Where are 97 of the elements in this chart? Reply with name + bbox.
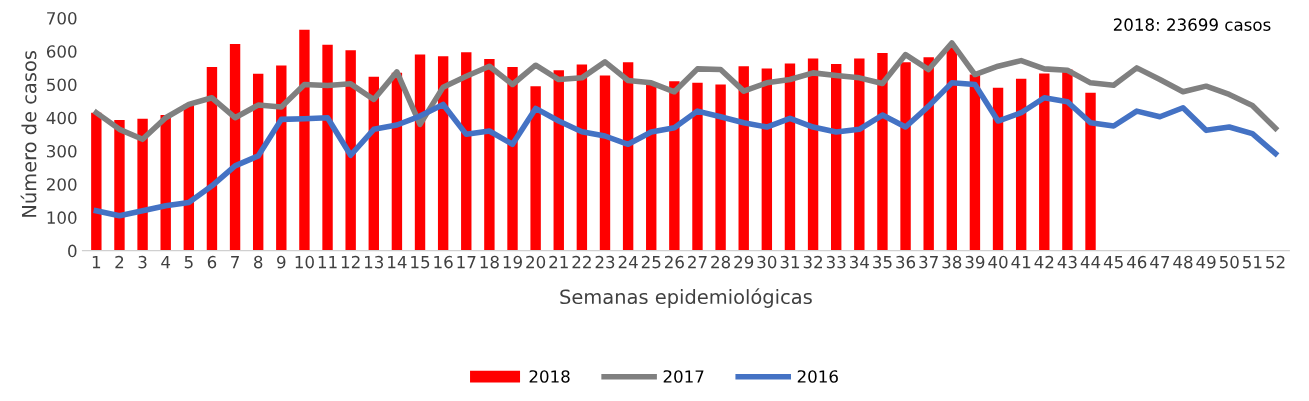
bar — [669, 81, 680, 251]
bar — [854, 58, 865, 251]
x-tick-label: 1 — [92, 256, 101, 269]
x-tick-label: 30 — [757, 255, 777, 269]
bar — [484, 58, 495, 251]
x-tick-label: 15 — [411, 256, 430, 269]
x-tick-label: 12 — [341, 255, 360, 269]
x-tick-label: 51 — [1243, 256, 1262, 269]
x-tick-label: 28 — [711, 255, 731, 269]
x-tick-label: 19 — [503, 255, 522, 269]
bar — [831, 63, 842, 251]
y-tick-label: 300 — [47, 144, 77, 158]
x-tick-label: 7 — [231, 256, 239, 269]
x-tick-label: 22 — [572, 255, 591, 269]
x-tick-label: 48 — [1173, 255, 1193, 269]
x-tick-label: 35 — [873, 255, 892, 269]
annotation: 2018: 23699 casos — [1113, 18, 1271, 31]
x-tick-label: 21 — [549, 255, 568, 269]
x-tick-label: 23 — [595, 255, 615, 269]
bar — [1039, 73, 1050, 251]
x-tick-label: 6 — [207, 255, 217, 269]
x-tick-label: 44 — [1080, 256, 1101, 269]
x-tick-label: 43 — [1057, 255, 1077, 269]
x-tick-label: 26 — [664, 255, 684, 269]
bar — [807, 58, 819, 251]
x-tick-label: 25 — [641, 255, 661, 269]
x-tick-label: 34 — [849, 255, 869, 269]
x-tick-label: 47 — [1150, 256, 1170, 269]
x-tick-label: 27 — [688, 255, 707, 269]
bar — [692, 82, 703, 251]
bar — [784, 63, 796, 251]
x-tick-label: 46 — [1126, 255, 1147, 269]
x-tick-label: 20 — [526, 255, 546, 269]
bar — [91, 112, 102, 251]
bar — [969, 74, 981, 251]
x-tick-label: 42 — [1034, 255, 1054, 269]
x-tick-label: 2 — [115, 255, 124, 269]
x-tick-label: 49 — [1196, 255, 1216, 269]
bar — [160, 115, 171, 251]
bar — [345, 50, 356, 251]
x-tick-label: 52 — [1266, 255, 1285, 269]
x-tick-label: 11 — [318, 256, 337, 269]
y-tick-label: 500 — [47, 78, 77, 92]
y-axis-title: Número de casos — [20, 50, 37, 217]
bar — [900, 62, 911, 251]
y-tick-label: 200 — [47, 178, 77, 191]
x-tick-label: 45 — [1103, 256, 1123, 269]
x-tick-label: 31 — [780, 255, 800, 269]
x-tick-label: 3 — [138, 255, 147, 269]
bar — [530, 86, 541, 251]
x-tick-label: 38 — [942, 255, 962, 269]
legend-label: 2016 — [797, 370, 838, 383]
x-tick-label: 50 — [1219, 255, 1239, 269]
bar — [992, 87, 1004, 251]
bar — [923, 57, 934, 251]
bar — [507, 66, 518, 251]
x-tick-label: 8 — [254, 255, 263, 269]
bar — [715, 84, 726, 251]
x-tick-label: 41 — [1011, 256, 1031, 269]
bar — [946, 46, 958, 251]
x-tick-label: 13 — [365, 255, 384, 269]
x-tick-label: 29 — [734, 255, 754, 269]
y-tick-label: 100 — [47, 211, 77, 224]
x-tick-label: 39 — [965, 255, 985, 269]
bar — [299, 29, 310, 251]
bar — [877, 52, 888, 251]
y-tick-label: 700 — [47, 12, 77, 25]
bar — [1015, 78, 1027, 251]
y-tick-label: 600 — [46, 45, 77, 58]
x-tick-label: 16 — [434, 255, 453, 269]
x-tick-label: 40 — [988, 255, 1008, 269]
bar — [646, 82, 657, 251]
x-tick-label: 4 — [161, 256, 171, 269]
x-axis-title: Semanas epidemiológicas — [560, 288, 812, 308]
x-tick-label: 10 — [295, 255, 314, 269]
bar — [1085, 92, 1096, 251]
x-tick-label: 33 — [826, 255, 846, 269]
bar — [553, 70, 564, 251]
legend-label: 2017 — [663, 370, 704, 383]
x-tick-label: 37 — [919, 255, 938, 269]
x-tick-label: 18 — [480, 255, 499, 269]
y-tick-label: 400 — [46, 111, 77, 125]
bar — [229, 43, 241, 251]
bar — [322, 44, 333, 251]
legend-label: 2018 — [529, 370, 570, 383]
x-tick-label: 36 — [896, 255, 916, 269]
x-tick-label: 14 — [388, 256, 407, 269]
x-tick-label: 5 — [184, 256, 193, 269]
y-tick-label: 0 — [68, 244, 77, 258]
x-tick-label: 32 — [803, 255, 823, 269]
x-tick-label: 24 — [618, 255, 638, 269]
x-tick-label: 9 — [277, 255, 286, 269]
bar — [137, 118, 148, 251]
bar — [599, 75, 611, 251]
bar — [114, 120, 125, 251]
bar — [276, 65, 287, 251]
x-tick-label: 17 — [457, 256, 476, 269]
